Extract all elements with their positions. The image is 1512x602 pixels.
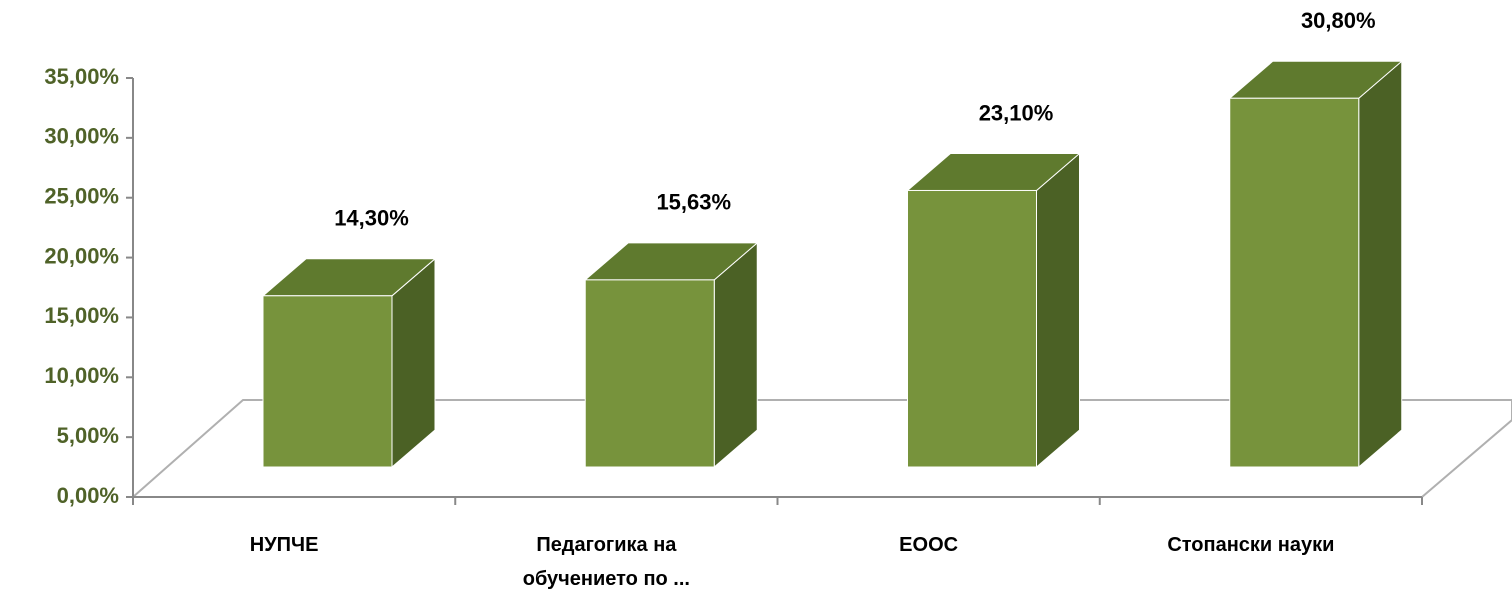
value-label: 30,80% (1301, 8, 1376, 33)
bar-side (1358, 60, 1403, 469)
y-tick-label: 0,00% (57, 483, 119, 508)
y-tick-label: 10,00% (44, 363, 119, 388)
bar-side (713, 241, 758, 469)
bar-side (1036, 152, 1080, 469)
bar (907, 189, 1037, 468)
y-tick-label: 5,00% (57, 423, 119, 448)
x-tick-label: Педагогика на обучението по ... (522, 534, 690, 590)
value-label: 15,63% (656, 190, 731, 215)
x-tick-label: ЕООС (899, 534, 959, 556)
y-tick-label: 25,00% (44, 184, 119, 209)
bar (584, 279, 715, 468)
y-tick-label: 15,00% (44, 303, 119, 328)
y-tick-label: 30,00% (44, 124, 119, 149)
x-tick-label: Стопански науки (1167, 534, 1335, 556)
x-tick-label: НУПЧЕ (249, 534, 319, 556)
bar (1229, 97, 1360, 468)
y-tick-label: 20,00% (44, 243, 119, 268)
value-label: 14,30% (334, 206, 409, 231)
value-label: 23,10% (979, 100, 1054, 125)
bar (262, 295, 393, 468)
y-tick-label: 35,00% (44, 64, 119, 89)
